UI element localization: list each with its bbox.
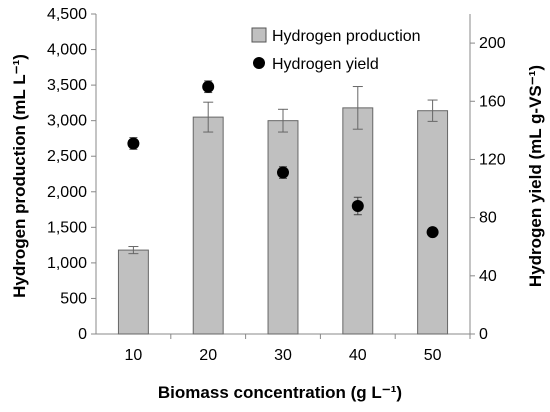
left-tick-label: 0: [78, 326, 87, 343]
legend-label-hydrogen-yield: Hydrogen yield: [272, 56, 379, 73]
x-tick-label: 20: [199, 347, 217, 364]
legend-label-hydrogen-production: Hydrogen production: [272, 28, 421, 45]
point: [127, 137, 140, 150]
point: [426, 226, 439, 239]
right-tick-label: 120: [479, 151, 506, 168]
bar: [192, 116, 224, 335]
left-tick-label: 2,500: [47, 148, 87, 165]
x-tick-label: 30: [274, 347, 292, 364]
left-tick-label: 1,500: [47, 219, 87, 236]
point: [351, 200, 364, 212]
x-tick-labels: 10 20 30 40 50: [125, 347, 442, 364]
x-tick-label: 10: [125, 347, 143, 364]
x-tick-label: 40: [349, 347, 367, 364]
legend: Hydrogen production Hydrogen yield: [251, 27, 421, 73]
x-axis-title: Biomass concentration (g L⁻¹): [158, 383, 402, 402]
legend-swatch-hydrogen-production: [251, 27, 267, 43]
right-tick-label: 80: [479, 210, 497, 227]
right-axis-title: Hydrogen yield (mL g-VS⁻¹): [526, 65, 545, 287]
point: [202, 80, 215, 93]
right-tick-label: 0: [479, 326, 488, 343]
left-tick-label: 4,500: [47, 6, 87, 23]
left-tick-labels: 0 500 1,000 1,500 2,000 2,500 3,000 3,500 4,000 4…: [47, 6, 87, 343]
left-tick-label: 500: [60, 290, 87, 307]
left-tick-label: 2,000: [47, 184, 87, 201]
left-tick-label: 3,500: [47, 77, 87, 94]
right-tick-label: 40: [479, 268, 497, 285]
bar: [342, 107, 374, 335]
left-tick-label: 3,000: [47, 113, 87, 130]
left-tick-label: 1,000: [47, 255, 87, 272]
right-tick-labels: 0 40 80 120 160 200: [479, 35, 506, 343]
legend-marker-hydrogen-yield: [253, 57, 265, 69]
left-tick-label: 4,000: [47, 42, 87, 59]
points-group: [127, 80, 439, 239]
left-axis-title: Hydrogen production (mL L⁻¹): [10, 54, 29, 298]
point: [277, 166, 289, 179]
right-tick-label: 160: [479, 93, 506, 110]
bar: [417, 110, 449, 335]
bars-group: [117, 86, 449, 335]
right-tick-label: 200: [479, 35, 506, 52]
x-tick-label: 50: [424, 347, 442, 364]
bar: [267, 120, 299, 335]
bar: [117, 249, 149, 335]
